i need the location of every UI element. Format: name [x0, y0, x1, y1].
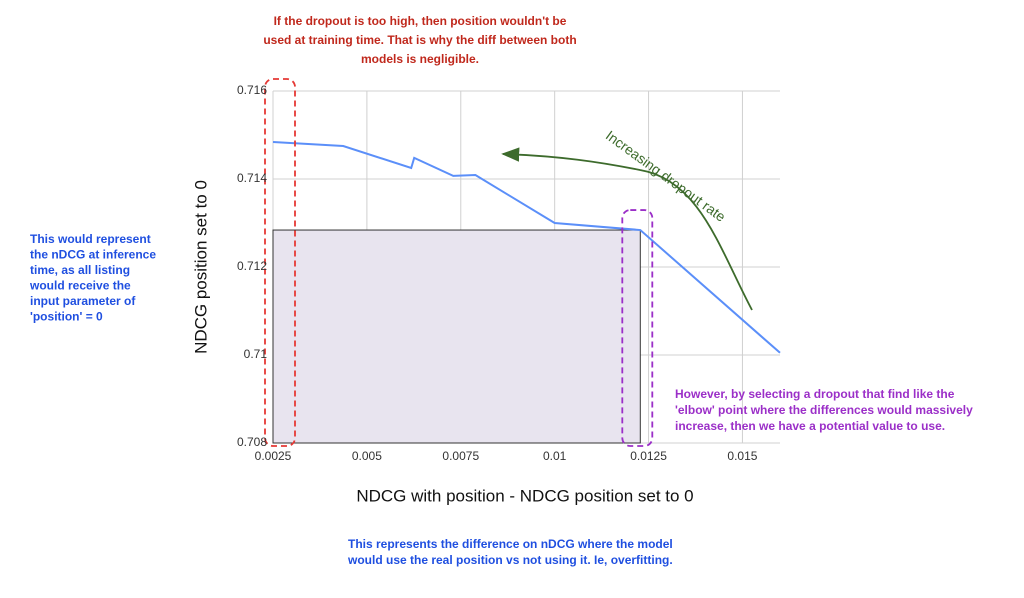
x-tick-label: 0.0125 — [630, 449, 667, 463]
x-tick-label: 0.005 — [352, 449, 382, 463]
y-tick-label: 0.71 — [244, 347, 268, 361]
annotation: input parameter of — [30, 294, 136, 308]
low-diff-box — [264, 78, 296, 447]
y-tick-label: 0.712 — [237, 259, 267, 273]
annotation: time, as all listing — [30, 263, 130, 277]
annotation: This would represent — [30, 232, 151, 246]
y-axis-title: NDCG position set to 0 — [191, 180, 210, 354]
annotation: 'elbow' point where the differences woul… — [675, 403, 973, 417]
annotation: Increasing dropout rate — [603, 127, 729, 225]
annotation: would use the real position vs not using… — [347, 553, 673, 567]
x-tick-label: 0.0025 — [255, 449, 292, 463]
plot — [264, 78, 781, 447]
y-tick-label: 0.716 — [237, 83, 267, 97]
x-tick-label: 0.01 — [543, 449, 567, 463]
annotation: models is negligible. — [361, 52, 479, 66]
x-tick-label: 0.015 — [727, 449, 757, 463]
annotation: If the dropout is too high, then positio… — [274, 14, 567, 28]
x-axis-title: NDCG with position - NDCG position set t… — [356, 486, 693, 505]
y-tick-label: 0.714 — [237, 171, 267, 185]
annotation: would receive the — [29, 279, 131, 293]
annotation: This represents the difference on nDCG w… — [348, 537, 673, 551]
annotation: However, by selecting a dropout that fin… — [675, 387, 955, 401]
dropout-arrow — [501, 147, 753, 311]
y-tick-label: 0.708 — [237, 435, 267, 449]
x-tick-label: 0.0075 — [442, 449, 479, 463]
elbow-box — [621, 209, 654, 447]
annotation: 'position' = 0 — [30, 310, 103, 324]
annotation: the nDCG at inference — [30, 248, 156, 262]
annotation: used at training time. That is why the d… — [263, 33, 576, 47]
series-line — [272, 141, 781, 354]
elbow-region — [272, 229, 641, 444]
annotation: increase, then we have a potential value… — [675, 419, 945, 433]
